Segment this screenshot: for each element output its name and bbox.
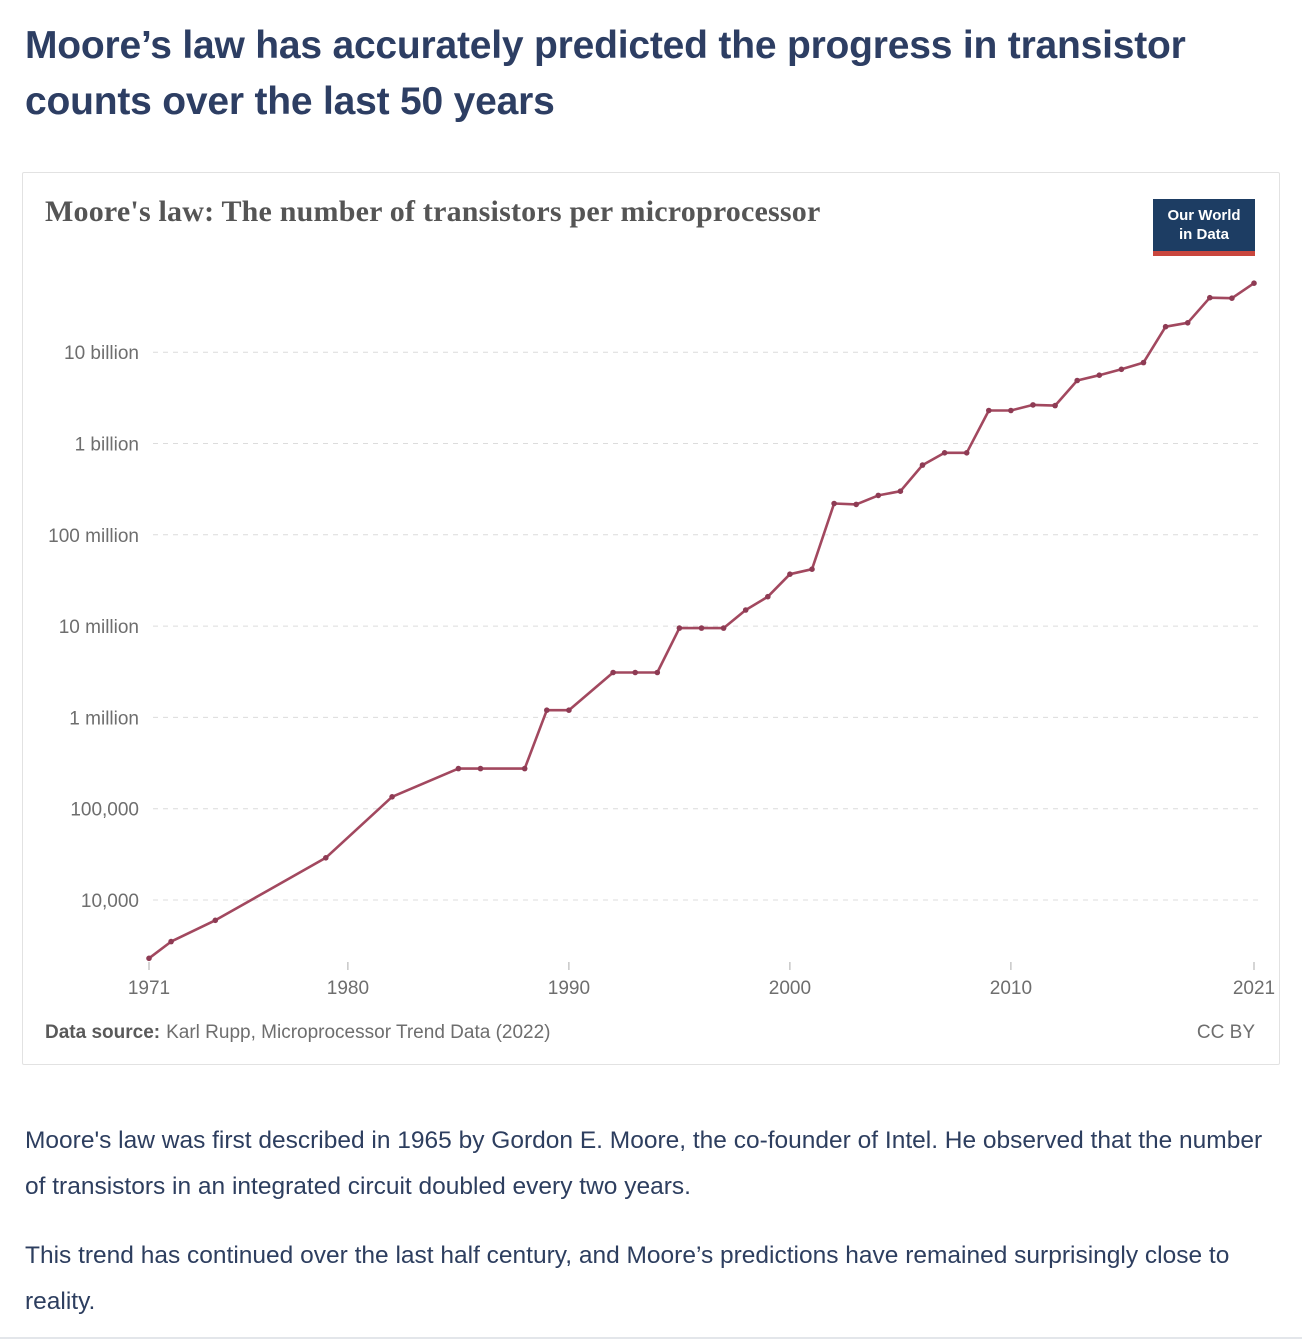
owid-logo[interactable]: Our World in Data — [1153, 199, 1255, 256]
data-point — [1008, 407, 1014, 414]
x-tick-label: 1990 — [548, 978, 590, 999]
data-source-text: Karl Rupp, Microprocessor Trend Data (20… — [166, 1022, 551, 1043]
x-tick-label: 2010 — [990, 978, 1032, 999]
data-point — [676, 625, 683, 631]
y-tick-label: 1 million — [69, 708, 139, 729]
data-point — [831, 500, 837, 507]
license-badge[interactable]: CC BY — [1196, 1022, 1255, 1043]
data-point — [654, 669, 661, 676]
owid-logo-line2: in Data — [1178, 226, 1229, 243]
data-point — [809, 566, 815, 572]
data-point — [765, 593, 771, 600]
data-point — [897, 488, 904, 495]
data-point — [1052, 402, 1058, 409]
x-tick-label: 2000 — [769, 978, 811, 999]
data-point — [146, 955, 152, 962]
data-point — [477, 765, 484, 772]
y-tick-label: 100 million — [48, 526, 139, 547]
data-point — [720, 625, 727, 631]
owid-logo-text: Our World in Data — [1153, 199, 1255, 251]
data-point — [1184, 320, 1191, 326]
data-point — [389, 794, 395, 800]
chart-plot[interactable]: 10,000 100,000 1 million 10 million 100 mill… — [23, 173, 1279, 1005]
body-paragraph-2: This trend has continued over the last h… — [25, 1242, 1230, 1315]
data-point — [1229, 295, 1235, 301]
data-point — [521, 765, 528, 772]
data-source: Data source: Karl Rupp, Microprocessor Tr… — [45, 1022, 551, 1044]
x-tick-label: 1980 — [327, 978, 369, 999]
data-point — [1251, 280, 1257, 286]
bottom-divider — [0, 1337, 1302, 1339]
data-line — [147, 281, 1256, 960]
data-point — [566, 707, 572, 713]
x-tick-label: 2021 — [1233, 978, 1275, 999]
data-point — [875, 492, 882, 499]
data-point — [1207, 294, 1213, 301]
data-point — [1074, 377, 1080, 384]
x-tick-label: 1971 — [128, 978, 170, 999]
data-point — [963, 450, 970, 456]
data-point — [742, 607, 749, 613]
chart-title: Moore's law: The number of transistors p… — [45, 195, 821, 228]
data-point — [698, 625, 705, 631]
body-paragraph-1: Moore's law was first described in 1965 … — [25, 1127, 1263, 1200]
data-point — [1096, 372, 1103, 378]
y-tick-label: 10 billion — [64, 343, 139, 364]
data-point — [323, 855, 329, 861]
y-tick-label: 10,000 — [81, 891, 139, 912]
data-point — [787, 571, 793, 577]
data-point — [1140, 359, 1147, 366]
data-point — [919, 462, 926, 468]
y-tick-label: 10 million — [59, 617, 139, 638]
owid-chart-card: 10,000 100,000 1 million 10 million 100 mill… — [22, 172, 1280, 1065]
y-tick-label: 1 billion — [75, 435, 139, 456]
data-source-label: Data source: — [45, 1022, 161, 1043]
data-point — [544, 707, 550, 713]
data-point — [1162, 323, 1169, 330]
data-point — [941, 450, 948, 456]
data-point — [986, 407, 992, 414]
chart-footer: Data source: Karl Rupp, Microprocessor Tr… — [45, 1022, 1255, 1044]
data-point — [212, 917, 219, 924]
owid-logo-red-strip — [1153, 251, 1255, 256]
article-heading: Moore’s law has accurately predicted the… — [25, 24, 1186, 123]
data-point — [168, 938, 174, 945]
data-point — [632, 669, 638, 676]
data-point — [853, 501, 859, 508]
data-point — [1030, 402, 1036, 408]
data-point — [455, 765, 462, 772]
y-tick-label: 100,000 — [70, 800, 139, 821]
data-point — [1118, 366, 1125, 373]
data-point — [610, 669, 616, 676]
owid-logo-line1: Our World — [1167, 207, 1241, 224]
